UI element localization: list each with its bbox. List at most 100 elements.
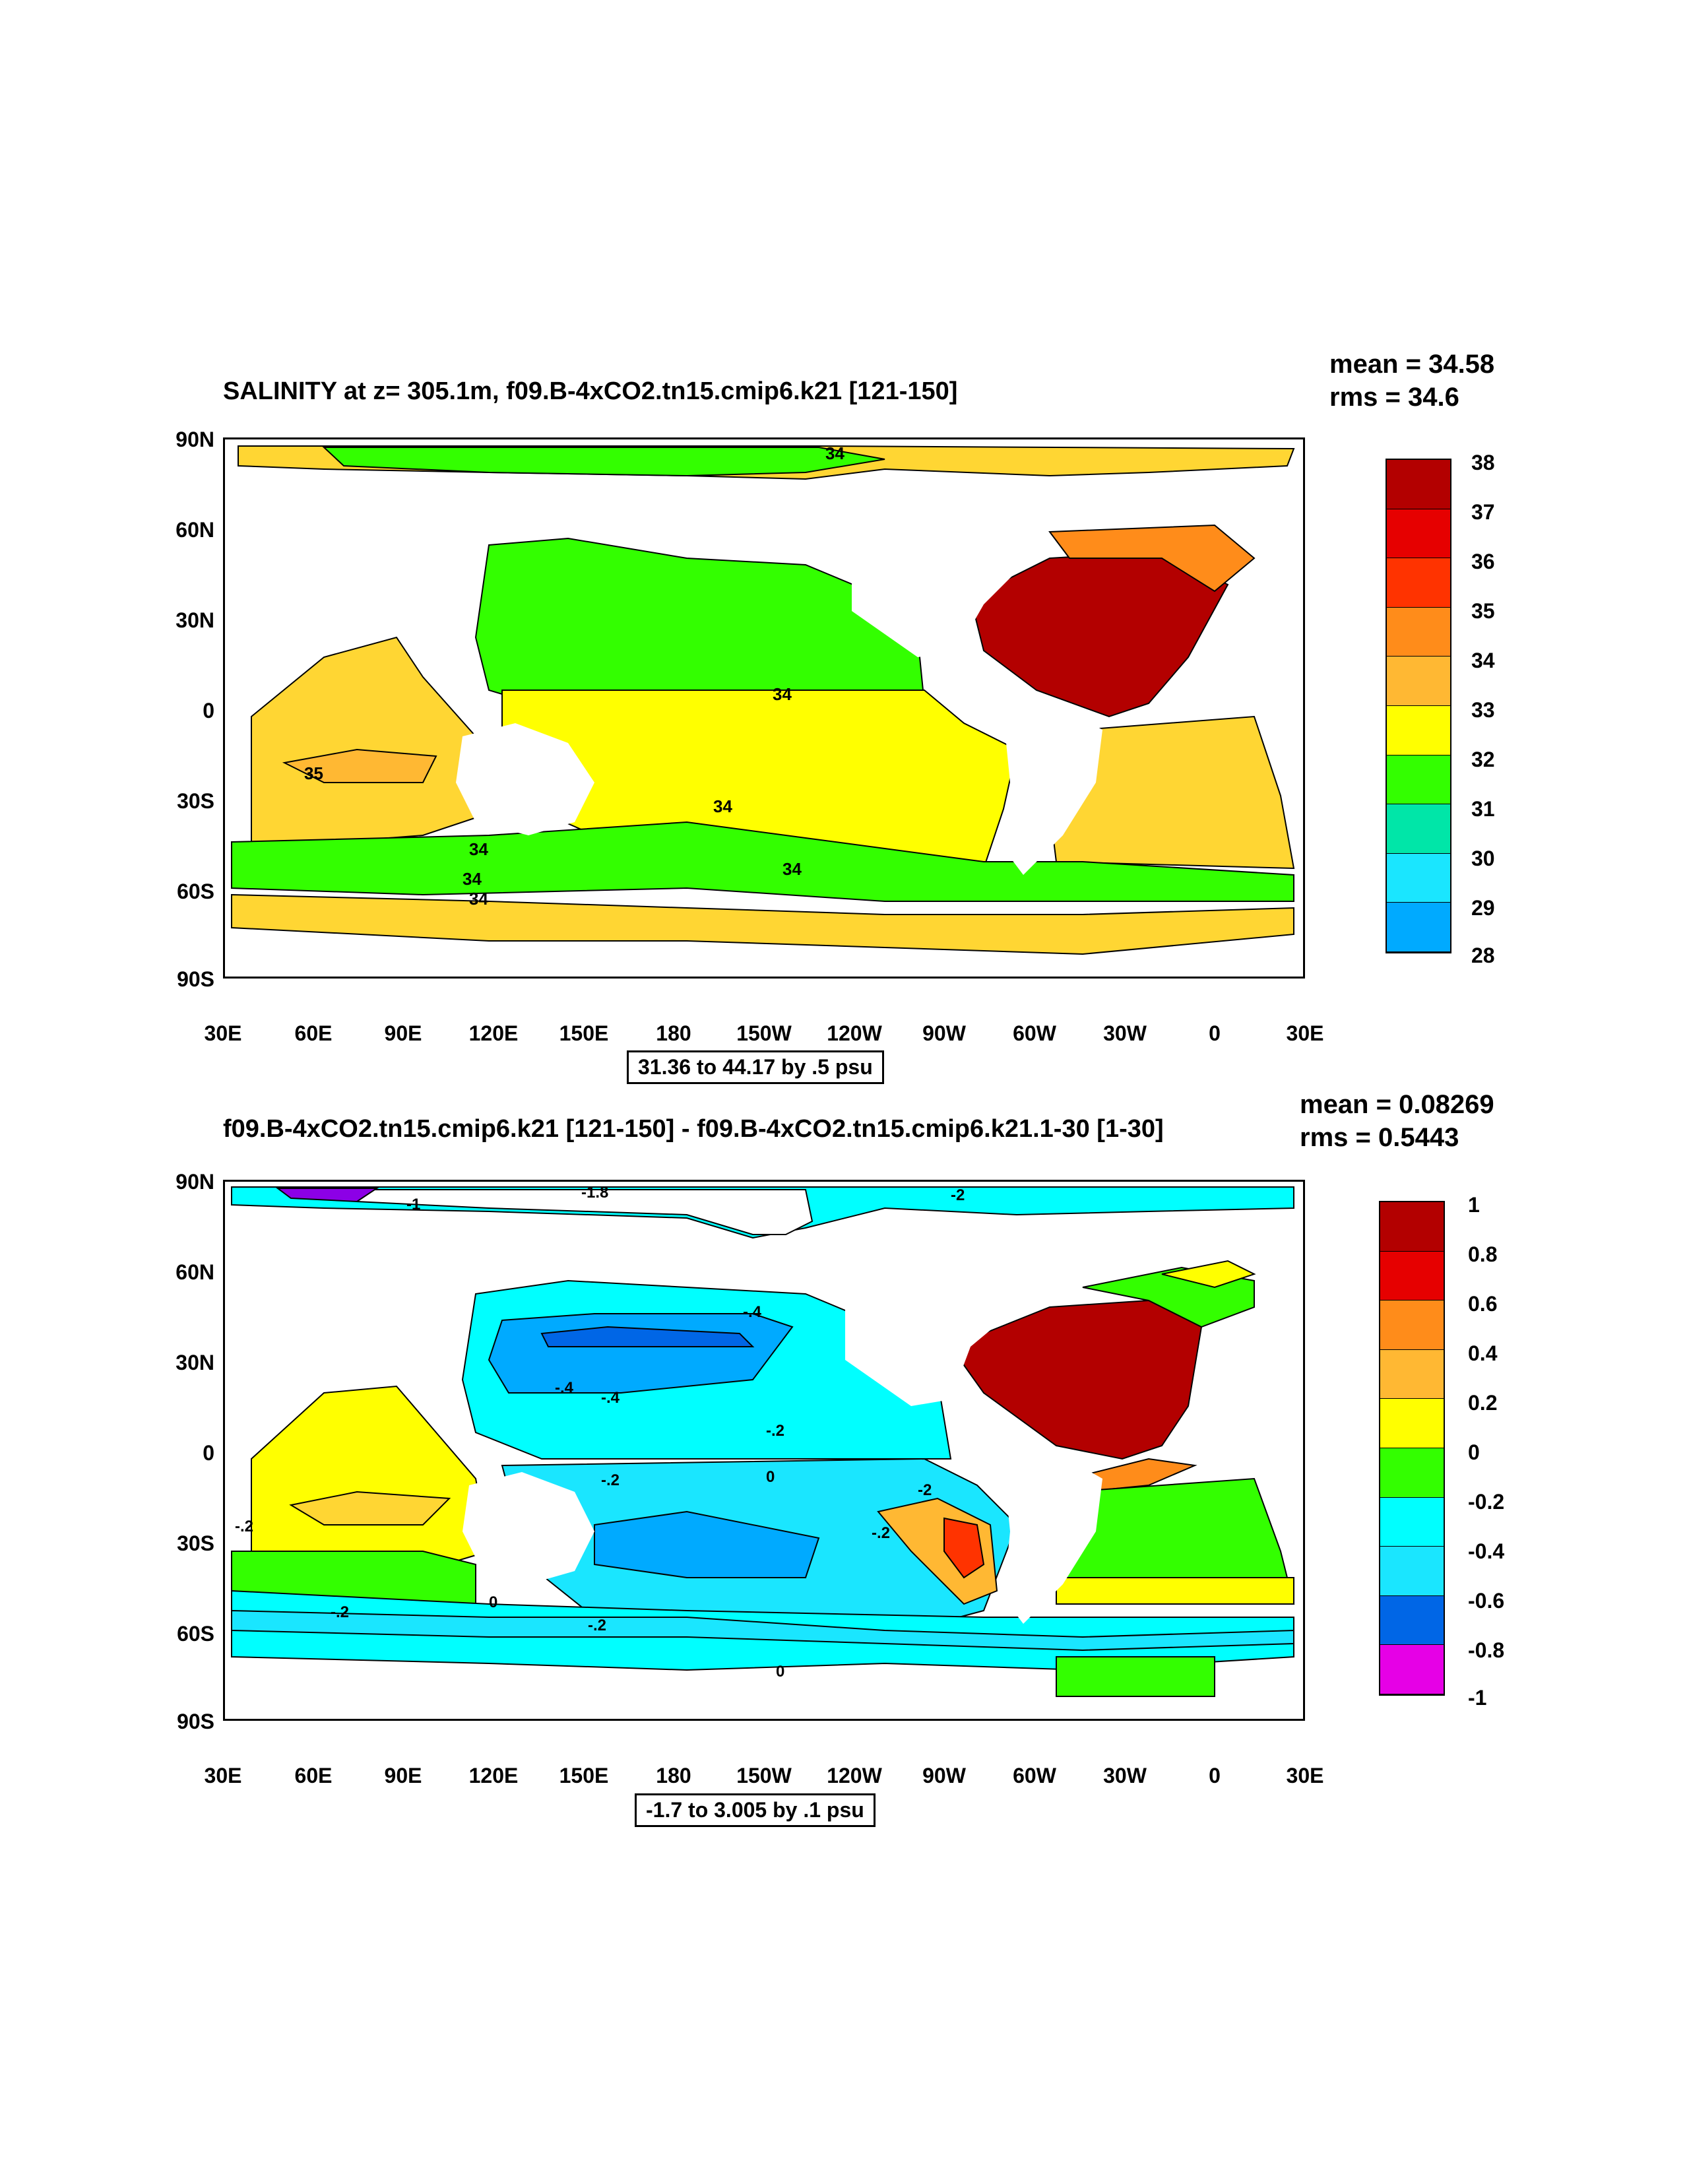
rms-label: rms = 34.6	[1329, 383, 1459, 412]
lon-label: 30E	[204, 1764, 242, 1787]
contour-label: -.2	[588, 1617, 606, 1634]
colorbar-label: 33	[1471, 698, 1495, 722]
lat-label: 90S	[177, 967, 214, 991]
land-north-america	[845, 1261, 1050, 1406]
salinity-map: 34 34 34 35 34 34 34 34	[223, 437, 1305, 979]
ocean-indian	[251, 1385, 490, 1579]
contour-label: 34	[825, 443, 844, 463]
colorbar-label: 28	[1471, 944, 1495, 967]
contour-label: -1.8	[581, 1184, 608, 1202]
ocean-north-pacific	[474, 537, 926, 711]
lon-label: 60W	[1013, 1021, 1056, 1045]
lon-label: 150E	[559, 1764, 609, 1787]
mean-label: mean = 0.08269	[1300, 1090, 1494, 1119]
lon-label: 90E	[384, 1764, 422, 1787]
mean-label: mean = 34.58	[1329, 350, 1495, 379]
contour-label: -.4	[601, 1389, 620, 1407]
colorbar-label: 0.8	[1468, 1242, 1498, 1266]
contour-label: 0	[489, 1593, 497, 1611]
ocean-arctic-fresh	[322, 447, 885, 477]
colorbar-label: 31	[1471, 797, 1495, 821]
land-australia	[456, 723, 594, 835]
lon-label: 60W	[1013, 1764, 1056, 1787]
colorbar-label: 36	[1471, 550, 1495, 573]
ocean-indian-salty	[282, 748, 437, 783]
ocean-southern-green	[231, 821, 1294, 902]
lon-label: 90W	[922, 1764, 966, 1787]
lat-label: 60S	[177, 880, 214, 903]
colorbar-label: 32	[1471, 748, 1495, 771]
lat-label: 30S	[177, 789, 214, 813]
colorbar-label: 37	[1471, 500, 1495, 524]
panel-title: f09.B-4xCO2.tn15.cmip6.k21 [121-150] - f…	[223, 1115, 1164, 1143]
colorbar-label: 0.4	[1468, 1341, 1498, 1365]
colorbar-label: 30	[1471, 847, 1495, 870]
contour-label: -.2	[872, 1524, 890, 1542]
lat-label: 0	[203, 1441, 214, 1465]
contour-label: 34	[773, 684, 792, 704]
lat-label: 60N	[175, 1260, 214, 1284]
lon-label: 120E	[468, 1764, 519, 1787]
contour-info-box: 31.36 to 44.17 by .5 psu	[627, 1050, 884, 1084]
contour-label: 34	[469, 889, 488, 909]
lat-label: 60S	[177, 1622, 214, 1646]
ocean-north-atlantic	[949, 1299, 1203, 1460]
lon-label: 120W	[827, 1021, 882, 1045]
lat-label: 0	[203, 699, 214, 723]
difference-map: -1.8 -1 -2 -.4 -.4 -.4 -.2 -.2 0 -2 -.2 …	[223, 1180, 1305, 1721]
salinity-map-plot: 34 34 34 35 34 34 34 34	[231, 443, 1295, 955]
colorbar-label: -0.8	[1468, 1638, 1505, 1662]
ocean-southern-orange	[231, 893, 1294, 955]
contour-label: 0	[776, 1663, 784, 1681]
lon-label: 30W	[1103, 1021, 1147, 1045]
contour-label: 34	[782, 859, 802, 879]
lat-label: 30N	[175, 1351, 214, 1374]
colorbar	[1386, 459, 1451, 953]
difference-map-plot: -1.8 -1 -2 -.4 -.4 -.4 -.2 -.2 0 -2 -.2 …	[231, 1184, 1295, 1697]
ocean-arctic-white	[356, 1189, 813, 1235]
lat-label: 90N	[175, 428, 214, 451]
colorbar-label: 0	[1468, 1440, 1480, 1464]
colorbar-label: -1	[1468, 1686, 1487, 1710]
colorbar-label: 0.2	[1468, 1391, 1498, 1415]
lon-label: 90W	[922, 1021, 966, 1045]
lon-label: 120W	[827, 1764, 882, 1787]
land-australia	[462, 1472, 594, 1584]
contour-label: -.2	[235, 1518, 253, 1535]
contour-label: 34	[469, 839, 488, 859]
lat-label: 30N	[175, 608, 214, 632]
lon-label: 30E	[1286, 1021, 1324, 1045]
contour-label: 34	[462, 869, 482, 889]
panel-title: SALINITY at z= 305.1m, f09.B-4xCO2.tn15.…	[223, 377, 958, 405]
contour-label: 35	[304, 763, 323, 783]
lat-label: 90S	[177, 1710, 214, 1733]
contour-info-box: -1.7 to 3.005 by .1 psu	[635, 1793, 876, 1827]
colorbar-label: -0.6	[1468, 1589, 1505, 1613]
contour-label: -2	[918, 1481, 932, 1499]
contour-label: -.2	[766, 1422, 784, 1440]
lon-label: 150W	[736, 1764, 792, 1787]
lon-label: 180	[656, 1764, 691, 1787]
colorbar-label: 35	[1471, 599, 1495, 623]
contour-label: -.4	[555, 1379, 574, 1397]
colorbar-label: 0.6	[1468, 1292, 1498, 1316]
lon-label: 150W	[736, 1021, 792, 1045]
lon-label: 30E	[1286, 1764, 1324, 1787]
contour-label: -1	[406, 1196, 420, 1213]
lon-label: 180	[656, 1021, 691, 1045]
land-south-america	[1004, 1452, 1102, 1624]
lat-label: 60N	[175, 518, 214, 542]
lon-label: 0	[1209, 1764, 1221, 1787]
salinity-panel: SALINITY at z= 305.1m, f09.B-4xCO2.tn15.…	[0, 0, 1689, 1089]
lon-label: 150E	[559, 1021, 609, 1045]
colorbar-label: -0.2	[1468, 1490, 1505, 1514]
lat-label: 90N	[175, 1170, 214, 1194]
lon-label: 90E	[384, 1021, 422, 1045]
contour-label: 34	[713, 796, 732, 816]
lon-label: 120E	[468, 1021, 519, 1045]
colorbar-label: 29	[1471, 896, 1495, 920]
contour-label: -2	[951, 1186, 965, 1204]
land-north-america	[852, 519, 1050, 657]
colorbar-label: 1	[1468, 1193, 1480, 1217]
lon-label: 60E	[294, 1021, 333, 1045]
